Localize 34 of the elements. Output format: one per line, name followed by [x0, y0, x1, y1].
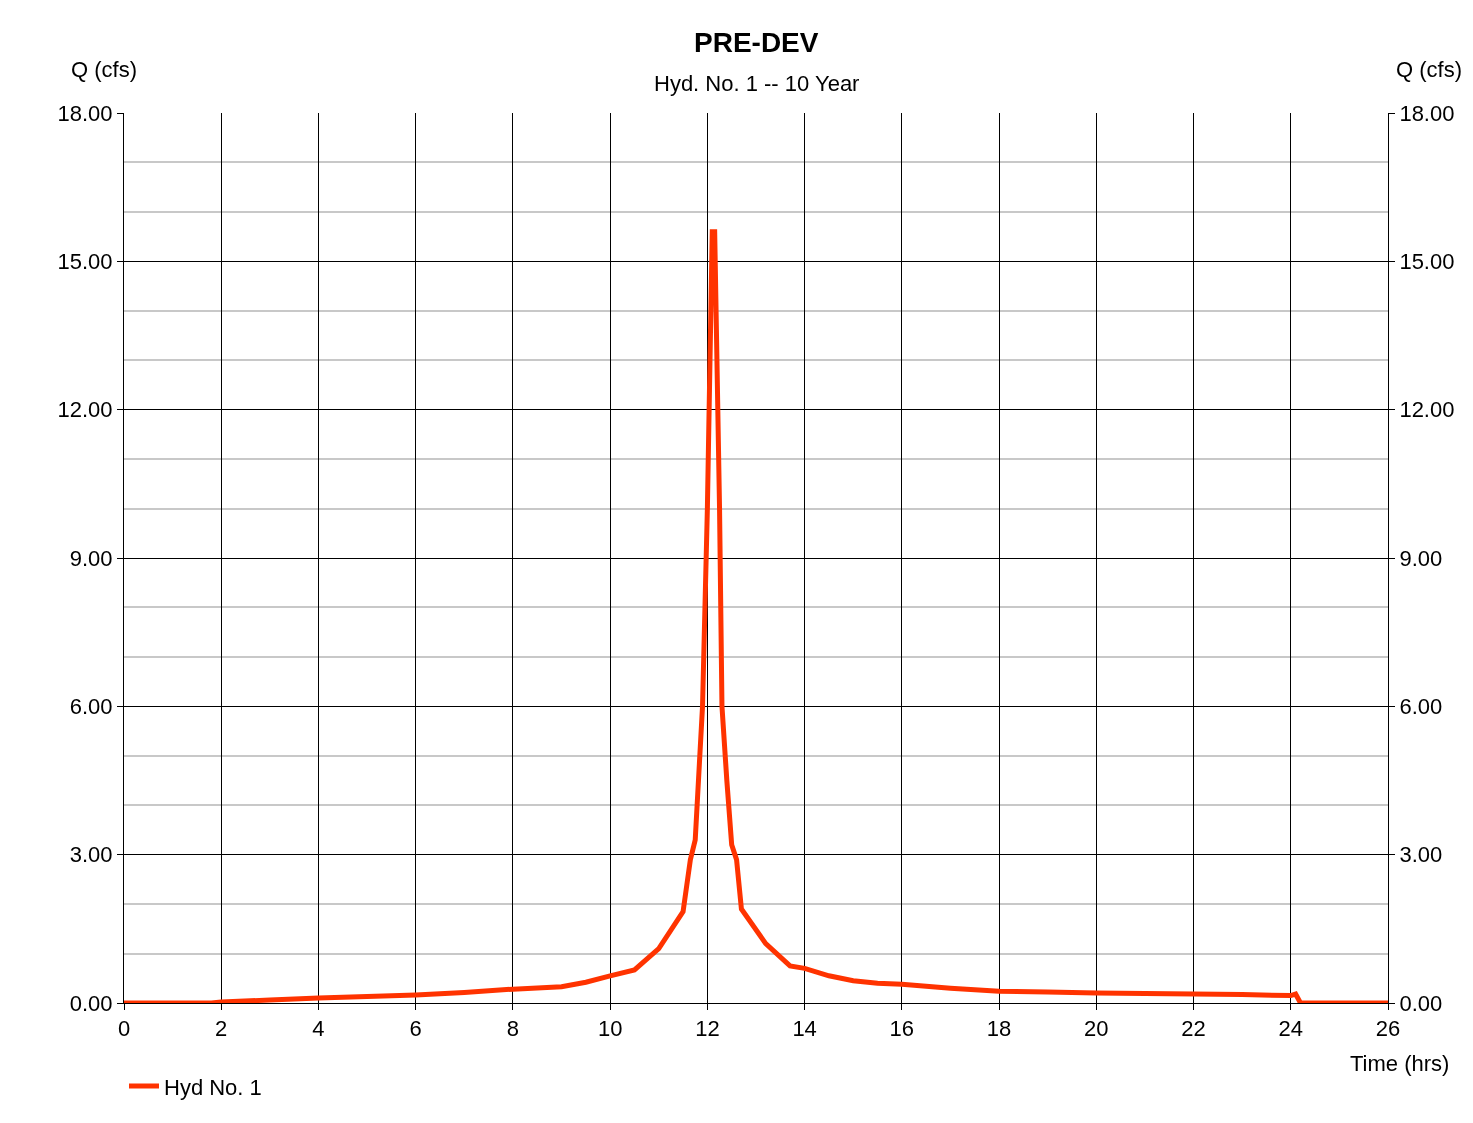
y-tick-label: 9.00: [69, 545, 113, 571]
x-tick-label: 26: [1375, 1016, 1401, 1042]
y2-tick-label: 9.00: [1399, 545, 1443, 571]
y2-tick-label: 15.00: [1399, 249, 1455, 275]
y-tick-label: 3.00: [69, 842, 113, 868]
y-tick-label: 12.00: [57, 397, 113, 423]
x-axis-title: Time (hrs): [1350, 1051, 1450, 1076]
y-tick-label: 0.00: [69, 990, 113, 1016]
x-tick-label: 14: [792, 1016, 817, 1042]
x-tick-label: 0: [117, 1016, 131, 1042]
x-tick-label: 18: [986, 1016, 1012, 1042]
y2-tick-label: 6.00: [1399, 694, 1443, 720]
x-tick-label: 24: [1278, 1016, 1304, 1042]
y2-axis-title: Q (cfs): [1396, 57, 1462, 82]
x-tick-label: 10: [597, 1016, 623, 1042]
y-tick-label: 18.00: [57, 100, 113, 126]
y2-tick-label: 3.00: [1399, 842, 1443, 868]
x-tick-label: 2: [215, 1016, 228, 1042]
y2-tick-label: 18.00: [1399, 100, 1455, 126]
x-tick-label: 8: [506, 1016, 520, 1042]
y-tick-label: 6.00: [69, 694, 113, 720]
x-tick-label: 22: [1181, 1016, 1206, 1042]
chart-subtitle: Hyd. No. 1 -- 10 Year: [654, 71, 860, 96]
x-tick-label: 16: [889, 1016, 915, 1042]
y2-tick-label: 0.00: [1399, 990, 1443, 1016]
chart-title: PRE-DEV: [694, 27, 819, 58]
x-tick-label: 6: [409, 1016, 422, 1042]
x-tick-label: 12: [695, 1016, 720, 1042]
y2-tick-label: 12.00: [1399, 397, 1455, 423]
x-tick-label: 20: [1084, 1016, 1109, 1042]
x-tick-label: 4: [312, 1016, 325, 1042]
y-tick-label: 15.00: [57, 249, 113, 275]
y-axis-title: Q (cfs): [71, 57, 137, 82]
legend-label: Hyd No. 1: [164, 1074, 262, 1100]
